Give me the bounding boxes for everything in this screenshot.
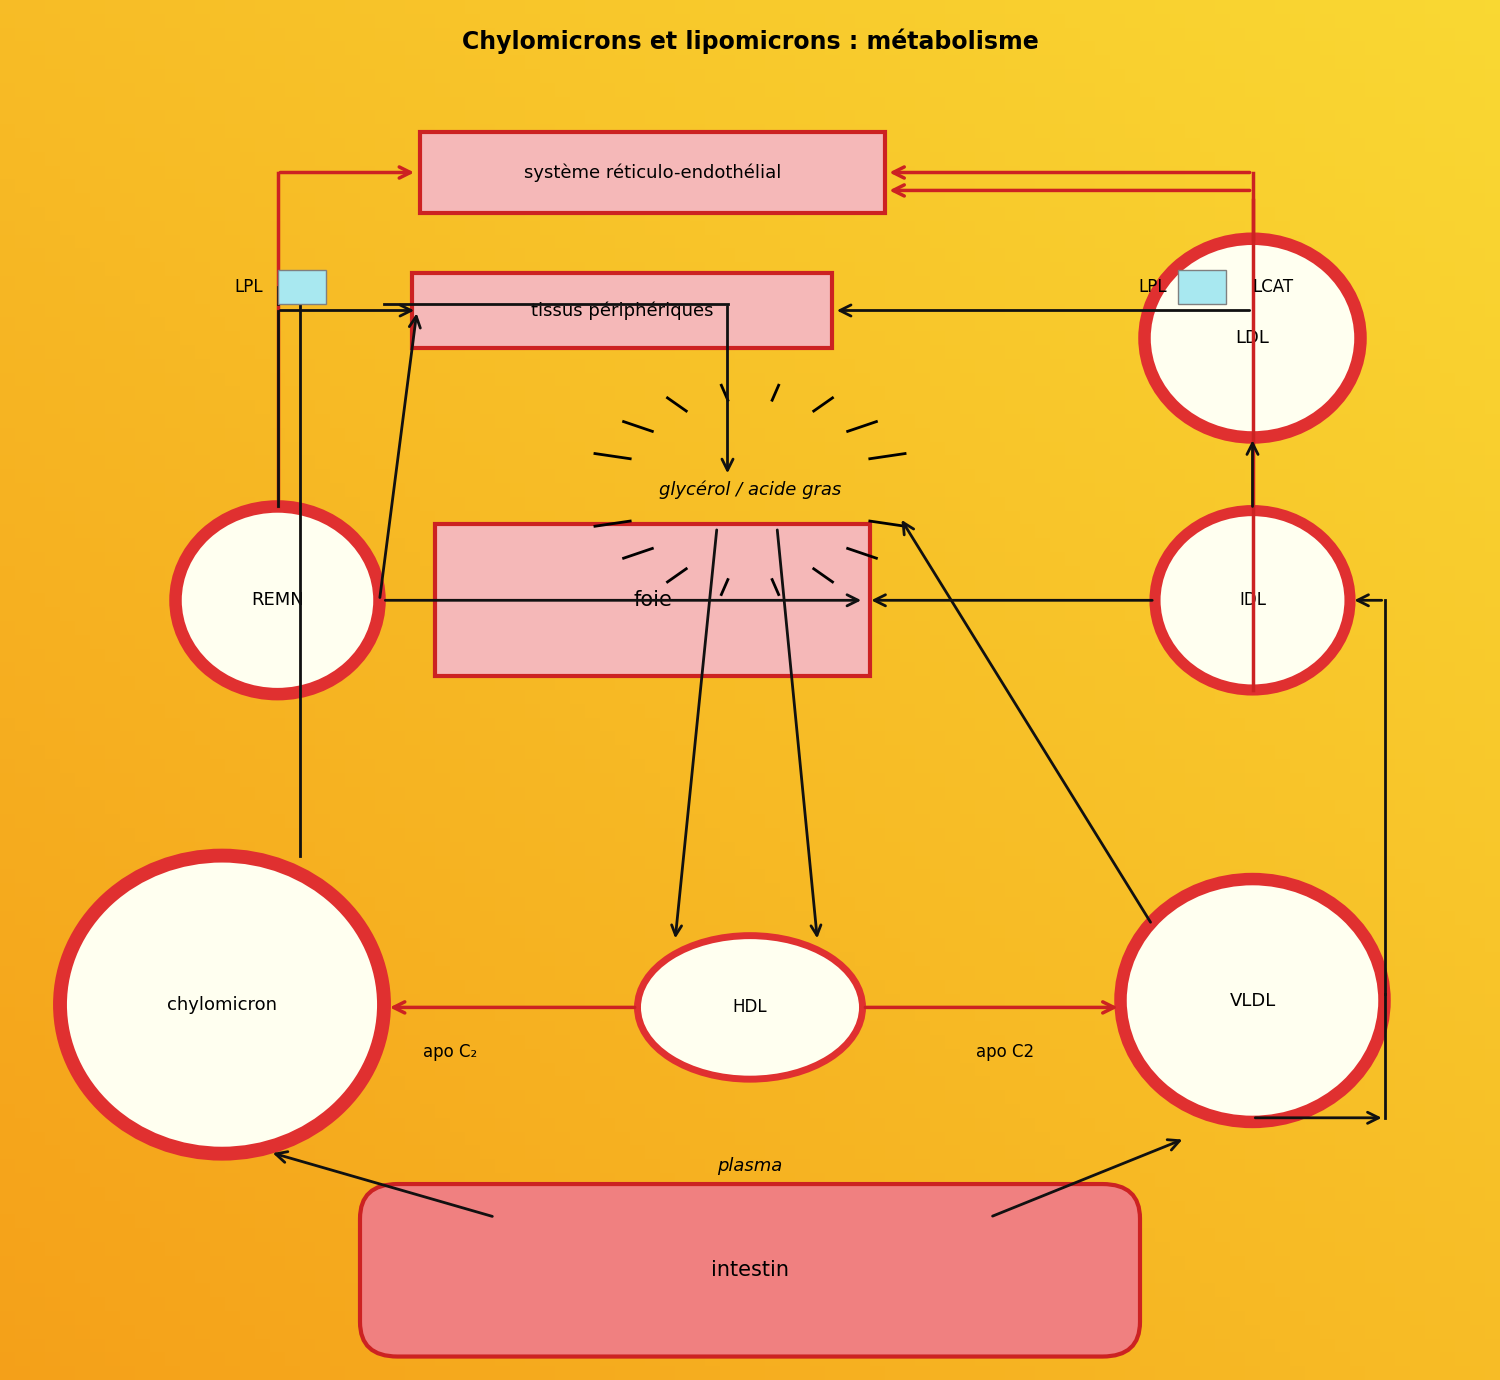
Text: tissus périphériques: tissus périphériques: [531, 301, 714, 320]
Text: foie: foie: [633, 591, 672, 610]
Circle shape: [176, 506, 380, 694]
FancyBboxPatch shape: [435, 524, 870, 676]
FancyBboxPatch shape: [413, 273, 833, 349]
Text: LDL: LDL: [1236, 328, 1269, 348]
FancyBboxPatch shape: [360, 1184, 1140, 1357]
FancyBboxPatch shape: [420, 132, 885, 213]
Circle shape: [1144, 239, 1360, 437]
Text: glycérol / acide gras: glycérol / acide gras: [658, 480, 842, 500]
Text: chylomicron: chylomicron: [166, 995, 278, 1014]
Text: intestin: intestin: [711, 1260, 789, 1279]
FancyBboxPatch shape: [1178, 270, 1225, 304]
Text: Chylomicrons et lipomicrons : métabolisme: Chylomicrons et lipomicrons : métabolism…: [462, 29, 1038, 54]
Text: LCAT: LCAT: [1252, 277, 1293, 297]
Circle shape: [1120, 879, 1384, 1122]
Text: REMN: REMN: [251, 591, 305, 610]
Text: LPL: LPL: [234, 277, 262, 297]
Text: IDL: IDL: [1239, 591, 1266, 610]
Text: plasma: plasma: [717, 1156, 783, 1176]
Circle shape: [1155, 511, 1350, 690]
Text: VLDL: VLDL: [1230, 991, 1275, 1010]
Text: système réticulo-endothélial: système réticulo-endothélial: [524, 163, 782, 182]
Ellipse shape: [638, 936, 862, 1079]
Circle shape: [60, 856, 384, 1154]
Text: apo C₂: apo C₂: [423, 1042, 477, 1061]
Text: apo C2: apo C2: [976, 1042, 1034, 1061]
Text: LPL: LPL: [1138, 277, 1167, 297]
Text: HDL: HDL: [732, 998, 768, 1017]
FancyBboxPatch shape: [278, 270, 326, 304]
